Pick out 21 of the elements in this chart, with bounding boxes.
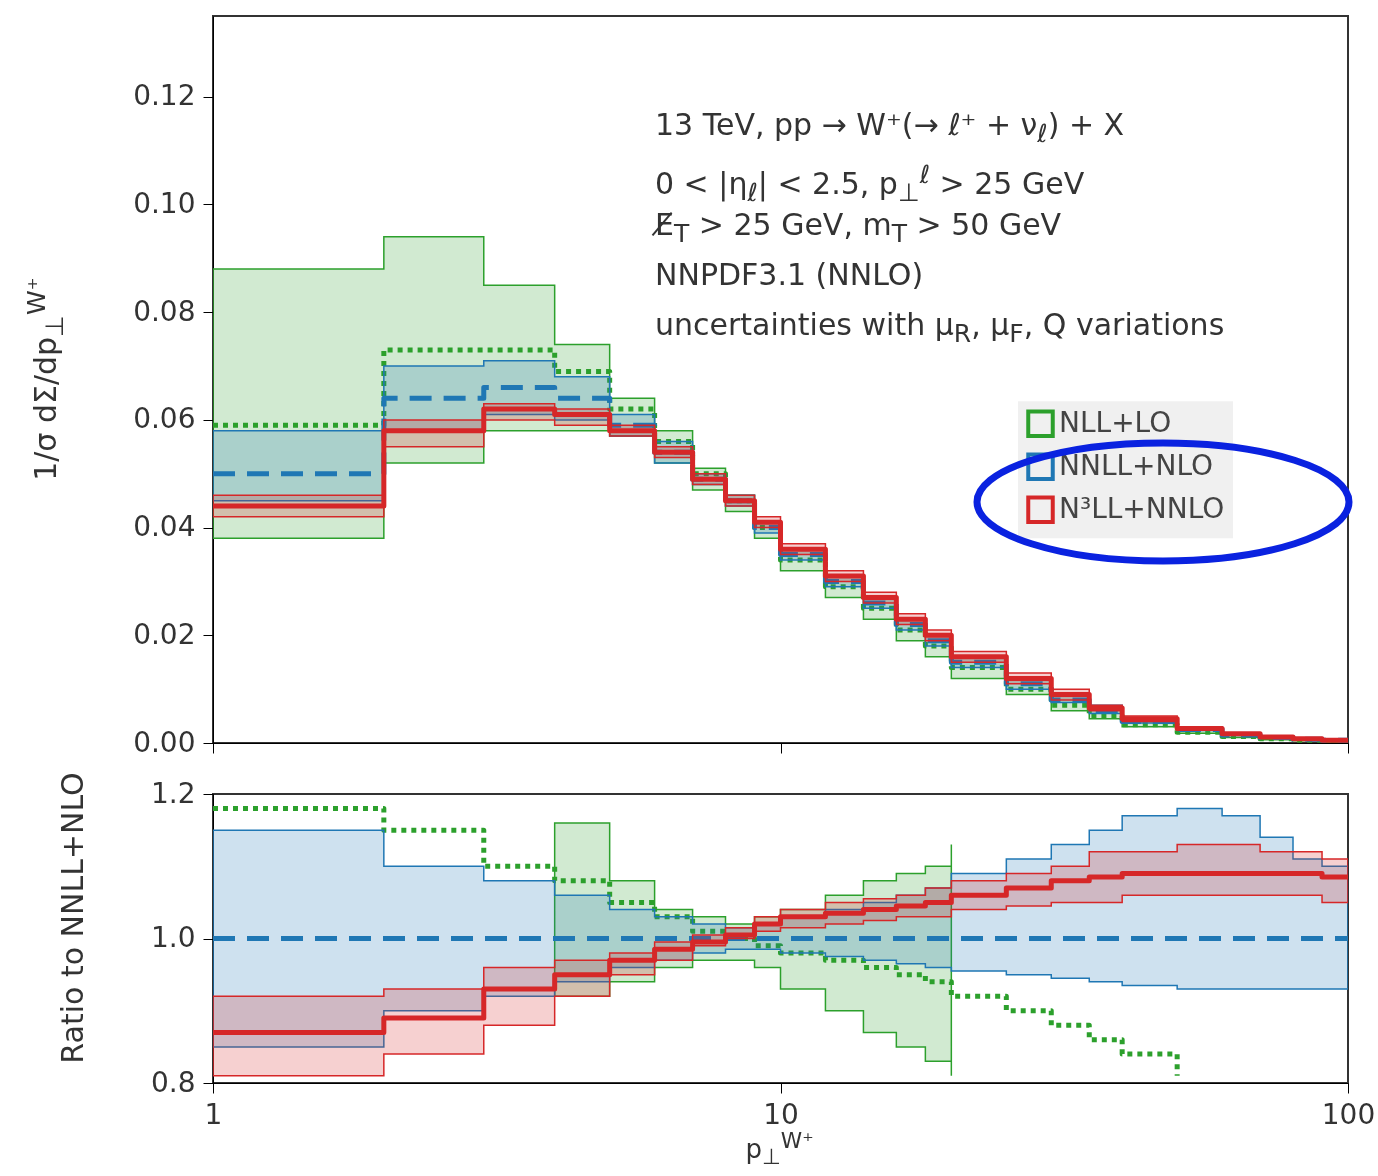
annotation: uncertainties with μ$_{R}$, μ$_{F}$, Q variations	[655, 306, 1225, 350]
legend-label: NNLL+NLO	[1059, 448, 1214, 482]
y-tick-label: 0.06	[133, 402, 196, 436]
x-tick-label: 1	[204, 1097, 223, 1131]
annotation: 0 < |η$_{ℓ}$| < 2.5, p$_{⊥}$$^{ℓ}$ > 25 GeV	[655, 160, 1085, 207]
y-tick-label: 1.0	[150, 921, 196, 954]
annotation: NNPDF3.1 (NNLO)	[655, 256, 924, 294]
y-tick-label: 0.02	[133, 617, 196, 651]
y-axis-title: Ratio to NNLL+NLO	[54, 771, 90, 1064]
y-tick-label: 0.10	[133, 186, 196, 220]
y-tick-label: 0.00	[133, 725, 196, 759]
y-tick-label: 0.04	[133, 510, 196, 544]
y-tick-label: 0.08	[133, 294, 196, 328]
legend-label: N³LL+NNLO	[1059, 491, 1225, 525]
y-tick-label: 0.12	[133, 79, 196, 113]
y-tick-label: 0.8	[150, 1065, 196, 1099]
x-tick-label: 100	[1321, 1097, 1376, 1131]
annotation: 13 TeV, pp → W⁺(→ ℓ⁺ + ν$_{ℓ}$) + X	[655, 106, 1125, 150]
legend-label: NLL+LO	[1059, 405, 1172, 439]
x-tick-label: 10	[763, 1097, 799, 1131]
y-tick-label: 1.2	[150, 776, 196, 810]
